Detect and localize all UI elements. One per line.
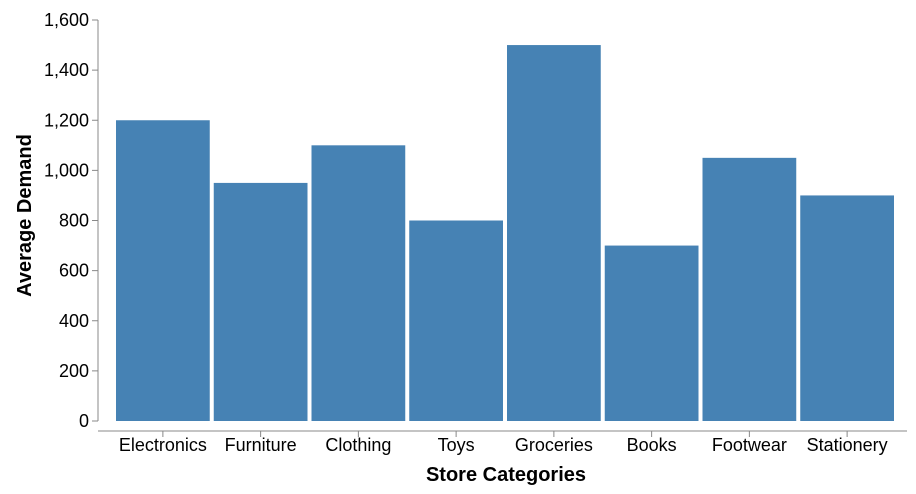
- x-tick-label: Furniture: [225, 435, 297, 455]
- y-tick-label: 0: [79, 411, 89, 431]
- y-tick-label: 400: [59, 311, 89, 331]
- bar-clothing: [311, 145, 406, 421]
- bar-toys: [409, 220, 503, 421]
- y-tick-label: 1,200: [44, 110, 89, 130]
- x-axis: Electronics Furniture Clothing Toys Grocerie…: [98, 430, 907, 455]
- bar-books: [604, 245, 699, 421]
- x-tick-label: Stationery: [807, 435, 888, 455]
- x-tick-label: Groceries: [515, 435, 593, 455]
- y-tick-label: 800: [59, 211, 89, 231]
- bar-groceries: [507, 45, 601, 421]
- y-tick-label: 1,400: [44, 60, 89, 80]
- x-axis-title: Store Categories: [426, 464, 586, 486]
- x-tick-label: Books: [627, 435, 677, 455]
- y-tick-label: 1,600: [44, 10, 89, 30]
- y-tick-label: 600: [59, 261, 89, 281]
- bar-electronics: [116, 120, 210, 421]
- y-axis-title: Average Demand: [14, 134, 36, 297]
- x-tick-label: Electronics: [119, 435, 207, 455]
- bar-furniture: [213, 182, 308, 421]
- bar-stationery: [800, 195, 894, 421]
- y-axis: 0 200 400 600 800 1,000 1,200 1,400 1,600: [44, 10, 99, 431]
- y-tick-label: 200: [59, 361, 89, 381]
- x-tick-label: Toys: [438, 435, 475, 455]
- x-tick-label: Clothing: [325, 435, 391, 455]
- y-tick-label: 1,000: [44, 160, 89, 180]
- bar-footwear: [702, 157, 797, 421]
- bars: [116, 45, 894, 421]
- x-tick-label: Footwear: [712, 435, 787, 455]
